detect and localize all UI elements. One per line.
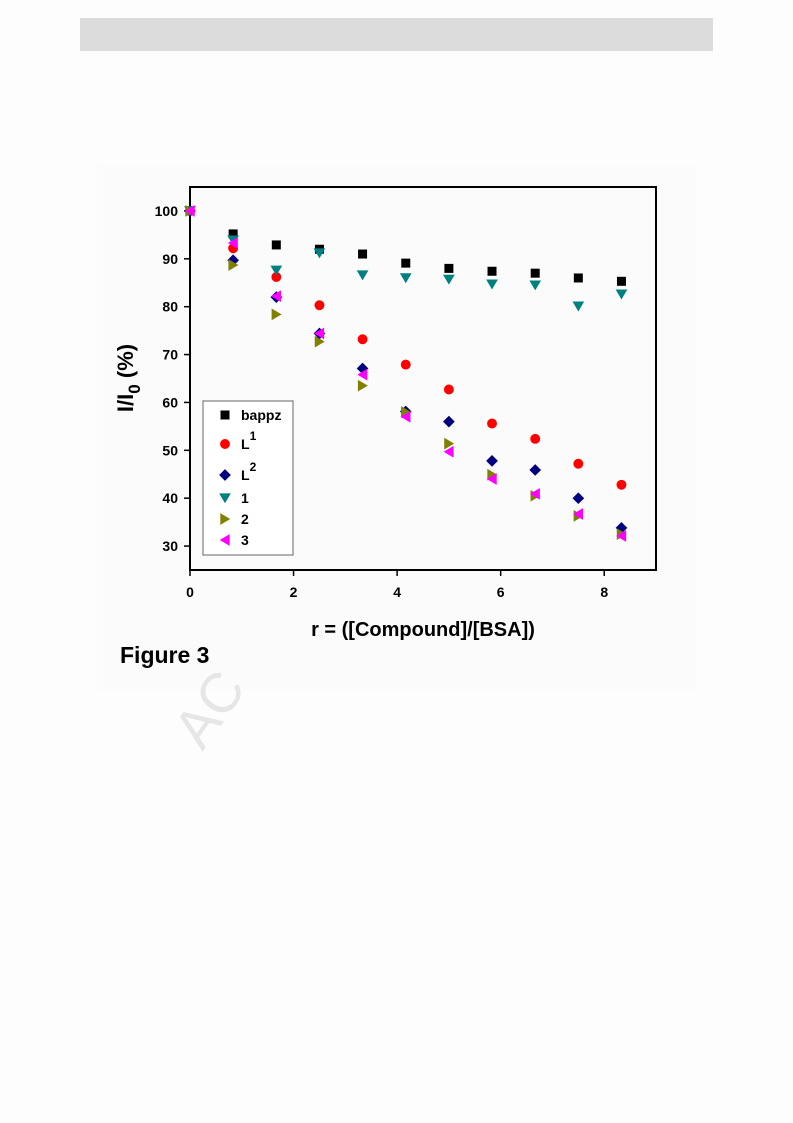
figure-background [97, 165, 697, 690]
data-point [529, 280, 542, 291]
plot-frame [189, 186, 657, 571]
data-point [529, 488, 540, 500]
x-axis-label: r = ([Compound]/[BSA]) [311, 619, 535, 641]
legend-marker [220, 439, 230, 449]
data-point [573, 508, 584, 520]
legend-name: 3 [241, 532, 249, 548]
data-point [572, 492, 585, 505]
data-point [358, 249, 368, 259]
data-point [184, 205, 195, 217]
x-tick-label: 6 [497, 584, 505, 600]
legend-label: 2 [241, 511, 249, 527]
legend-name: L [241, 436, 250, 452]
data-point [487, 266, 497, 276]
data-point [573, 458, 584, 469]
y-axis-label-main: I/I [113, 394, 138, 412]
data-point [356, 362, 369, 375]
header-bar [80, 18, 713, 51]
data-point [227, 254, 239, 267]
data-point [357, 334, 368, 345]
data-point [313, 248, 326, 259]
data-point [529, 464, 542, 476]
legend-label: 3 [241, 532, 249, 548]
data-point [399, 273, 412, 284]
legend-label: L1 [241, 429, 257, 452]
data-point [314, 300, 325, 311]
data-point [572, 301, 585, 312]
y-tick-label: 90 [162, 251, 178, 267]
data-point [270, 265, 283, 276]
y-tick-label: 100 [155, 203, 179, 219]
legend-box [202, 400, 294, 556]
legend-name: bappz [241, 407, 281, 423]
data-point [616, 530, 627, 542]
data-point [400, 410, 411, 423]
y-tick-label: 80 [162, 299, 178, 315]
data-point [486, 454, 498, 467]
legend-label: L2 [241, 460, 257, 483]
data-point [228, 229, 238, 239]
data-point [530, 433, 541, 444]
data-point [616, 276, 626, 286]
data-point [530, 268, 540, 278]
y-tick-label: 70 [162, 347, 178, 363]
data-point [444, 263, 454, 273]
legend-marker [220, 513, 231, 525]
data-point [357, 379, 368, 392]
data-point [487, 418, 497, 429]
data-point [271, 308, 282, 321]
data-point [401, 258, 411, 268]
y-axis-label-sub: 0 [125, 384, 144, 393]
data-point [400, 359, 411, 370]
data-point [271, 240, 281, 250]
y-tick-label: 40 [162, 490, 178, 506]
legend-marker [219, 493, 231, 504]
data-point [314, 335, 325, 348]
legend-label: 1 [241, 490, 249, 506]
data-point [573, 273, 583, 283]
y-axis-label-rest: (%) [113, 344, 138, 384]
data-point [314, 327, 325, 340]
x-tick-label: 2 [290, 584, 298, 600]
data-point [443, 415, 455, 428]
legend-name-sup: 1 [250, 429, 257, 443]
x-tick-label: 8 [600, 584, 608, 600]
x-tick-label: 0 [186, 584, 194, 600]
legend-name: 2 [241, 511, 249, 527]
legend-name: L [241, 467, 250, 483]
legend-marker [219, 469, 231, 481]
data-point [443, 274, 455, 285]
y-tick-label: 30 [162, 538, 178, 554]
data-point [486, 279, 498, 290]
legend-marker [220, 410, 230, 420]
data-point [444, 437, 455, 450]
data-point [615, 522, 628, 534]
y-tick-label: 60 [162, 394, 178, 410]
data-point [443, 384, 454, 395]
data-point [271, 290, 281, 303]
data-point [357, 368, 368, 381]
data-point [616, 479, 627, 490]
data-point [443, 445, 454, 458]
data-point [228, 259, 239, 271]
y-tick-label: 50 [162, 442, 178, 458]
legend-label: bappz [241, 407, 281, 423]
legend-name: 1 [241, 490, 249, 506]
figure-label: Figure 3 [120, 642, 209, 668]
x-tick-label: 4 [393, 584, 401, 600]
data-point [401, 406, 412, 418]
data-point [356, 270, 369, 281]
data-point [271, 272, 282, 282]
data-point [615, 289, 628, 300]
data-point [227, 237, 238, 249]
y-axis-label: I/I0 (%) [113, 344, 144, 412]
data-point [486, 473, 497, 485]
legend-marker [219, 534, 230, 546]
legend-name-sup: 2 [250, 460, 257, 474]
